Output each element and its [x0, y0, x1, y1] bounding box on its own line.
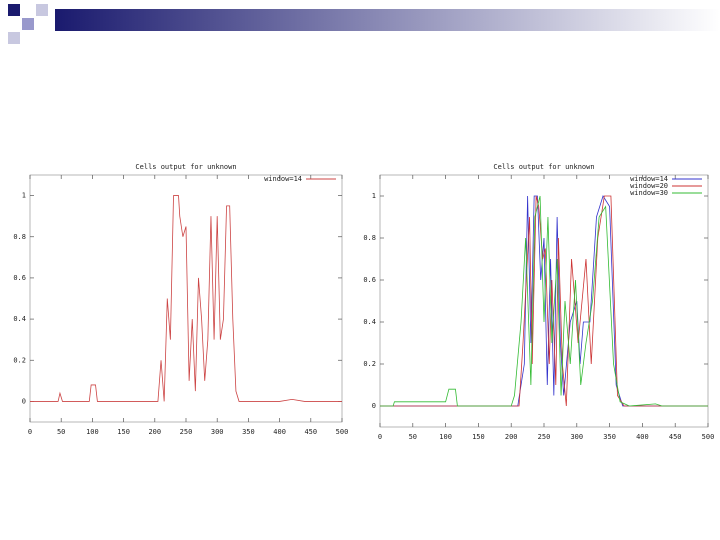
legend-label: window=30 — [630, 189, 668, 197]
y-tick-label: 0.2 — [363, 360, 376, 368]
decoration — [22, 18, 34, 30]
y-tick-label: 0.4 — [13, 315, 26, 323]
x-tick-label: 200 — [148, 428, 161, 436]
y-tick-label: 0 — [22, 397, 26, 405]
x-tick-label: 250 — [538, 433, 551, 441]
decoration — [36, 4, 48, 16]
title-bar — [55, 9, 720, 31]
y-tick-label: 0.2 — [13, 356, 26, 364]
x-tick-label: 100 — [439, 433, 452, 441]
legend-label: window=14 — [630, 175, 668, 183]
x-tick-label: 0 — [378, 433, 382, 441]
y-tick-label: 1 — [372, 192, 376, 200]
data-line — [380, 195, 708, 407]
x-tick-label: 0 — [28, 428, 32, 436]
x-tick-label: 350 — [242, 428, 255, 436]
decoration — [8, 32, 20, 44]
x-tick-label: 150 — [117, 428, 130, 436]
y-tick-label: 0.4 — [363, 318, 376, 326]
x-tick-label: 250 — [180, 428, 193, 436]
y-tick-label: 0.8 — [13, 233, 26, 241]
x-tick-label: 500 — [702, 433, 715, 441]
decoration — [8, 4, 20, 16]
y-tick-label: 0.8 — [363, 234, 376, 242]
chart-title: Cells output for unknown — [135, 163, 236, 171]
x-tick-label: 300 — [570, 433, 583, 441]
x-tick-label: 350 — [603, 433, 616, 441]
legend-label: window=20 — [630, 182, 668, 190]
y-tick-label: 1 — [22, 192, 26, 200]
chart-title: Cells output for unknown — [493, 163, 594, 171]
data-line — [30, 195, 342, 402]
x-tick-label: 400 — [273, 428, 286, 436]
x-tick-label: 50 — [57, 428, 65, 436]
x-tick-label: 400 — [636, 433, 649, 441]
x-tick-label: 100 — [86, 428, 99, 436]
x-tick-label: 500 — [336, 428, 349, 436]
x-tick-label: 300 — [211, 428, 224, 436]
data-line — [380, 195, 708, 407]
x-tick-label: 150 — [472, 433, 485, 441]
y-tick-label: 0 — [372, 402, 376, 410]
y-tick-label: 0.6 — [363, 276, 376, 284]
x-tick-label: 50 — [409, 433, 417, 441]
x-tick-label: 450 — [669, 433, 682, 441]
y-tick-label: 0.6 — [13, 274, 26, 282]
x-tick-label: 200 — [505, 433, 518, 441]
x-tick-label: 450 — [304, 428, 317, 436]
legend-label: window=14 — [264, 175, 302, 183]
